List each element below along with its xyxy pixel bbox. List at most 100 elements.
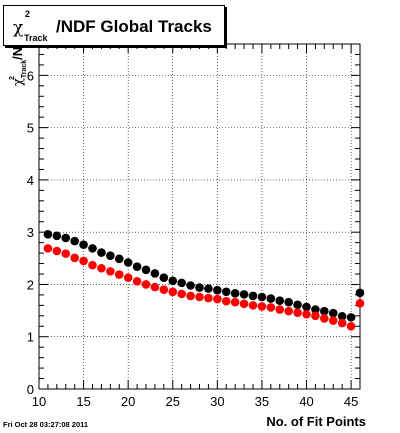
data-point-series-1 [346,313,356,322]
data-point-series-1 [320,306,329,316]
data-point-series-2 [266,303,276,312]
grid [39,44,360,389]
data-point-series-2 [159,285,169,294]
data-point-series-1 [266,294,276,303]
data-point-series-2 [320,314,329,323]
x-tick-label: 35 [255,394,269,409]
y-tick-label: 2 [27,277,34,292]
data-point-series-2 [52,246,62,256]
data-point-series-1 [159,273,169,282]
x-tick-label: 10 [32,394,46,409]
data-point-series-2 [248,301,258,310]
data-point-series-2 [311,311,320,321]
data-point-series-1 [230,289,240,298]
data-point-series-2 [355,298,365,308]
x-tick-label: 15 [76,394,90,409]
data-point-series-1 [204,284,213,293]
x-axis-label: No. of Fit Points [266,414,366,429]
data-point-series-1 [88,244,97,253]
data-point-series-2 [213,294,222,304]
data-point-series-2 [43,244,53,253]
data-point-series-2 [328,316,338,325]
data-point-series-1 [239,290,249,299]
data-point-series-2 [61,249,71,258]
data-point-series-2 [88,260,97,270]
data-point-series-1 [355,288,365,298]
y-tick-label: 0 [27,382,34,397]
data-point-series-1 [328,308,338,318]
data-point-series-1 [43,229,53,239]
data-point-series-1 [293,300,302,310]
title-superscript: 2 [25,9,31,19]
title-subscript: Track [24,33,48,43]
data-point-series-1 [311,305,320,314]
y-axis-sub: Track [21,60,28,78]
data-point-series-1 [106,251,115,261]
y-axis-chi: χ [11,78,26,86]
data-point-series-2 [79,256,88,266]
data-point-series-1 [150,269,160,278]
plot-frame [38,43,361,390]
data-point-series-1 [284,297,293,307]
chart-title: /NDF Global Tracks [56,17,212,36]
data-point-series-1 [248,291,258,301]
data-point-series-2 [204,293,213,303]
data-point-series-2 [346,321,356,331]
y-axis-sup: 2 [9,76,16,80]
timestamp: Fri Oct 28 03:27:08 2011 [3,420,89,429]
data-point-series-1 [186,281,195,290]
data-point-series-2 [177,289,186,299]
x-tick-label: 25 [166,394,180,409]
data-point-series-2 [97,263,106,273]
data-point-series-1 [70,236,79,246]
y-tick-label: 1 [27,330,34,345]
data-point-series-2 [114,270,124,279]
data-point-series-2 [230,297,240,307]
data-point-series-2 [275,305,285,314]
data-point-series-1 [132,262,142,271]
data-point-series-2 [257,302,267,311]
chart-title-box: χ 2 Track /NDF Global Tracks [3,5,225,46]
data-point-series-2 [195,292,204,302]
y-tick-label: 3 [27,225,34,240]
data-point-series-2 [284,306,293,316]
data-point-series-1 [221,287,231,297]
data-points [43,229,365,331]
y-tick-label: 6 [27,68,34,83]
title-chi: χ [13,18,24,38]
data-point-series-1 [257,292,267,302]
data-point-series-1 [195,283,204,292]
y-tick-label: 5 [27,121,34,136]
data-point-series-1 [337,312,347,321]
data-point-series-1 [213,285,222,295]
data-point-series-2 [186,291,195,301]
data-point-series-2 [168,287,178,297]
data-point-series-1 [123,258,133,267]
data-point-series-1 [275,296,285,305]
data-point-series-2 [141,280,151,289]
data-point-series-2 [70,253,79,263]
data-point-series-2 [106,267,115,276]
y-tick-label: 4 [27,173,34,188]
data-point-series-1 [302,302,311,312]
data-point-series-1 [97,248,106,257]
data-point-series-2 [132,277,142,286]
data-point-series-2 [123,273,133,282]
x-tick-label: 20 [121,394,135,409]
data-point-series-1 [61,233,71,243]
data-point-series-1 [141,265,151,275]
data-point-series-2 [221,296,231,306]
data-point-series-2 [150,282,160,292]
data-point-series-2 [302,309,311,319]
data-point-series-1 [177,278,186,288]
x-tick-label: 30 [210,394,224,409]
data-point-series-2 [337,318,347,328]
x-tick-label: 40 [299,394,313,409]
data-point-series-1 [79,240,88,250]
data-point-series-1 [168,276,178,286]
data-point-series-1 [114,254,124,264]
data-point-series-2 [293,308,302,317]
data-point-series-2 [239,299,249,309]
